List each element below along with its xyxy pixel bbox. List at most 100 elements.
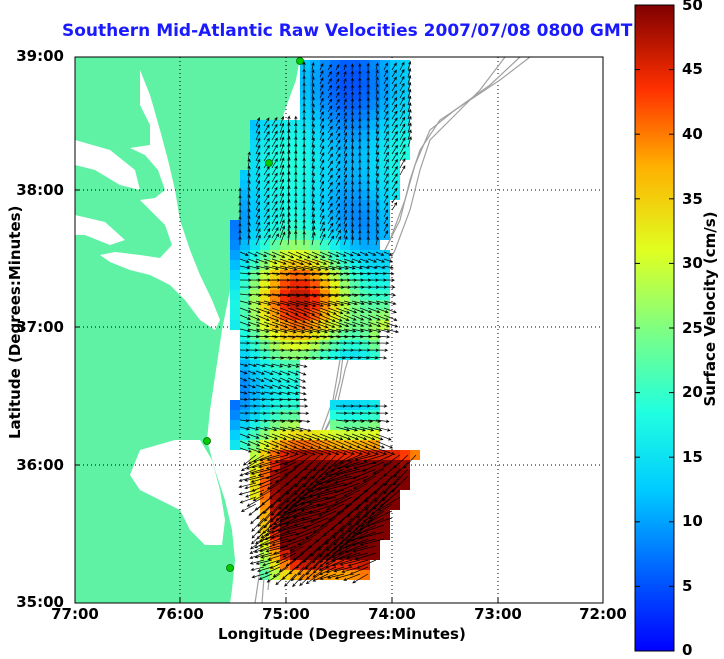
velocity-arrow	[287, 363, 300, 368]
velocity-arrow	[383, 123, 389, 134]
velocity-arrow	[367, 356, 379, 360]
velocity-arrow	[399, 143, 406, 155]
velocity-arrow	[367, 307, 381, 314]
velocity-cell	[400, 110, 410, 120]
velocity-arrow	[359, 447, 379, 456]
velocity-cell	[380, 230, 390, 240]
velocity-vectors	[238, 60, 417, 588]
velocity-cell	[260, 270, 270, 280]
velocity-arrow	[319, 221, 325, 232]
velocity-arrow	[251, 517, 265, 532]
velocity-arrow	[343, 145, 348, 155]
velocity-arrow	[279, 231, 286, 246]
velocity-arrow	[311, 116, 315, 127]
velocity-cell	[380, 90, 390, 100]
velocity-cell	[310, 460, 320, 470]
velocity-arrow	[271, 144, 278, 155]
velocity-arrow	[310, 510, 337, 523]
velocity-cell	[320, 300, 330, 310]
velocity-cell	[330, 180, 340, 190]
velocity-arrow	[311, 200, 315, 211]
velocity-arrow	[319, 194, 324, 204]
velocity-cell	[370, 200, 380, 210]
y-axis-label: Latitude (Degrees:Minutes)	[6, 205, 24, 439]
velocity-arrow	[352, 545, 377, 553]
velocity-arrow	[399, 96, 405, 106]
velocity-arrow	[271, 258, 287, 265]
velocity-cell	[340, 330, 350, 340]
velocity-arrow	[239, 321, 252, 327]
velocity-cell	[270, 510, 280, 520]
velocity-arrow	[375, 187, 379, 197]
velocity-cell	[230, 420, 240, 430]
velocity-arrow	[343, 356, 354, 360]
velocity-cell	[250, 270, 260, 280]
velocity-cell	[240, 230, 250, 240]
velocity-cell	[260, 130, 270, 140]
velocity-cell	[240, 380, 250, 390]
velocity-arrow	[319, 307, 337, 315]
velocity-arrow	[257, 468, 281, 477]
velocity-cell	[230, 410, 240, 420]
velocity-arrow	[287, 384, 299, 390]
velocity-arrow	[279, 433, 296, 441]
velocity-cell	[330, 350, 340, 360]
velocity-arrow	[335, 160, 341, 169]
velocity-arrow	[311, 75, 315, 85]
velocity-arrow	[327, 321, 343, 328]
velocity-cell	[290, 270, 300, 280]
velocity-arrow	[263, 194, 270, 204]
velocity-cell	[290, 200, 300, 210]
velocity-cell	[330, 510, 340, 520]
velocity-arrow	[335, 91, 340, 99]
velocity-arrow	[372, 461, 393, 475]
velocity-arrow	[295, 377, 307, 383]
velocity-cell	[360, 570, 370, 580]
velocity-cell	[260, 470, 270, 480]
velocity-cell	[280, 130, 290, 140]
velocity-arrow	[350, 159, 355, 169]
velocity-arrow	[271, 214, 278, 225]
velocity-arrow	[375, 258, 386, 263]
velocity-arrow	[333, 566, 353, 573]
velocity-cell	[290, 280, 300, 290]
velocity-cell	[360, 190, 370, 200]
velocity-arrow	[271, 538, 297, 547]
velocity-arrow	[255, 314, 270, 322]
velocity-arrow	[327, 235, 335, 246]
velocity-arrow	[271, 233, 279, 246]
velocity-arrow	[239, 397, 249, 402]
velocity-cell	[330, 550, 340, 560]
velocity-arrow	[311, 206, 316, 218]
velocity-cell	[270, 490, 280, 500]
velocity-arrow	[351, 538, 377, 547]
velocity-arrow	[274, 454, 297, 463]
velocity-cell	[270, 540, 280, 550]
station-marker	[265, 159, 273, 167]
velocity-cell	[330, 310, 340, 320]
velocity-arrow	[327, 71, 332, 78]
velocity-arrow	[255, 151, 261, 162]
velocity-cell	[270, 370, 280, 380]
velocity-cell	[370, 120, 380, 130]
velocity-arrow	[319, 187, 324, 197]
velocity-arrow	[319, 180, 324, 190]
velocity-arrow	[255, 130, 261, 141]
velocity-cell	[370, 550, 380, 560]
velocity-arrow	[327, 314, 343, 322]
velocity-arrow	[319, 258, 334, 265]
velocity-arrow	[391, 180, 398, 190]
velocity-arrow	[391, 173, 398, 183]
velocity-cell	[390, 490, 400, 500]
velocity-cell	[330, 420, 340, 430]
velocity-arrow	[358, 187, 362, 197]
velocity-cell	[280, 150, 290, 160]
velocity-arrow	[279, 426, 295, 432]
velocity-arrow	[263, 314, 280, 322]
velocity-arrow	[287, 258, 305, 266]
velocity-cell	[390, 450, 400, 460]
velocity-cell	[400, 90, 410, 100]
velocity-arrow	[327, 132, 333, 141]
velocity-arrow	[266, 475, 289, 490]
velocity-cell	[250, 280, 260, 290]
